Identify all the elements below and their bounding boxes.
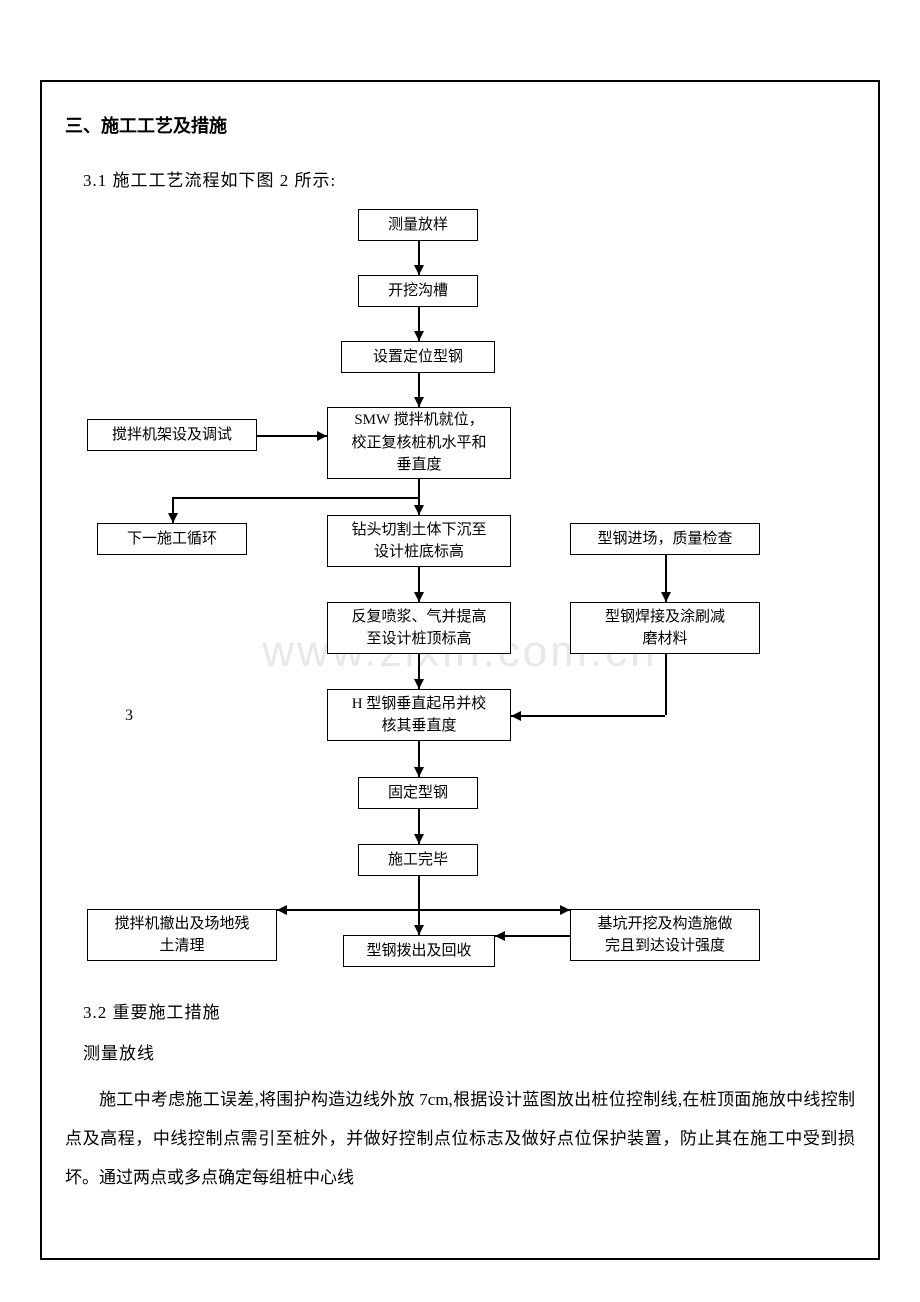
label-3: 3 [125, 707, 133, 725]
edge-line [277, 909, 418, 911]
section-heading: 三、施工工艺及措施 [65, 112, 863, 138]
edge-line [418, 909, 570, 911]
arrowhead-icon [661, 592, 671, 602]
flowchart-node: H 型钢垂直起吊并校核其垂直度 [327, 689, 511, 741]
section-subheading: 3.1 施工工艺流程如下图 2 所示: [83, 166, 863, 191]
arrowhead-icon [511, 711, 521, 721]
measure-title: 测量放线 [83, 1039, 863, 1064]
flowchart-node: 型钢进场，质量检查 [570, 523, 760, 555]
arrowhead-icon [414, 679, 424, 689]
arrowhead-icon [414, 331, 424, 341]
flowchart-node: 测量放样 [358, 209, 478, 241]
flowchart-node: SMW 搅拌机就位，校正复核桩机水平和垂直度 [327, 407, 511, 479]
edge-line [172, 497, 418, 499]
arrowhead-icon [414, 925, 424, 935]
arrowhead-icon [414, 592, 424, 602]
edge-line [495, 935, 570, 937]
edge-line [665, 654, 667, 715]
flowchart-node: 型钢拨出及回收 [343, 935, 495, 967]
arrowhead-icon [277, 905, 287, 915]
flowchart-node: 固定型钢 [358, 777, 478, 809]
flowchart-node: 搅拌机架设及调试 [87, 419, 257, 451]
flowchart-node: 设置定位型钢 [341, 341, 495, 373]
arrowhead-icon [560, 905, 570, 915]
flowchart-node: 反复喷浆、气并提高至设计桩顶标高 [327, 602, 511, 654]
arrowhead-icon [414, 505, 424, 515]
flowchart-node: 开挖沟槽 [358, 275, 478, 307]
arrowhead-icon [168, 513, 178, 523]
flowchart-node: 型钢焊接及涂刷减磨材料 [570, 602, 760, 654]
edge-line [511, 715, 665, 717]
arrowhead-icon [414, 834, 424, 844]
flowchart-node: 搅拌机撤出及场地残土清理 [87, 909, 277, 961]
flowchart-node: 下一施工循环 [97, 523, 247, 555]
section-3-2: 3.2 重要施工措施 [83, 998, 863, 1023]
flowchart-node: 钻头切割土体下沉至设计桩底标高 [327, 515, 511, 567]
body-paragraph: 施工中考虑施工误差,将围护构造边线外放 7cm,根据设计蓝图放出桩位控制线,在桩… [65, 1080, 855, 1197]
flowchart-node: 基坑开挖及构造施做完且到达设计强度 [570, 909, 760, 961]
arrowhead-icon [495, 931, 505, 941]
flowchart-container: 测量放样开挖沟槽设置定位型钢 SMW 搅拌机就位，校正复核桩机水平和垂直度 搅拌机架… [65, 209, 855, 994]
flowchart-node: 施工完毕 [358, 844, 478, 876]
arrowhead-icon [414, 397, 424, 407]
arrowhead-icon [414, 265, 424, 275]
arrowhead-icon [414, 767, 424, 777]
arrowhead-icon [317, 431, 327, 441]
